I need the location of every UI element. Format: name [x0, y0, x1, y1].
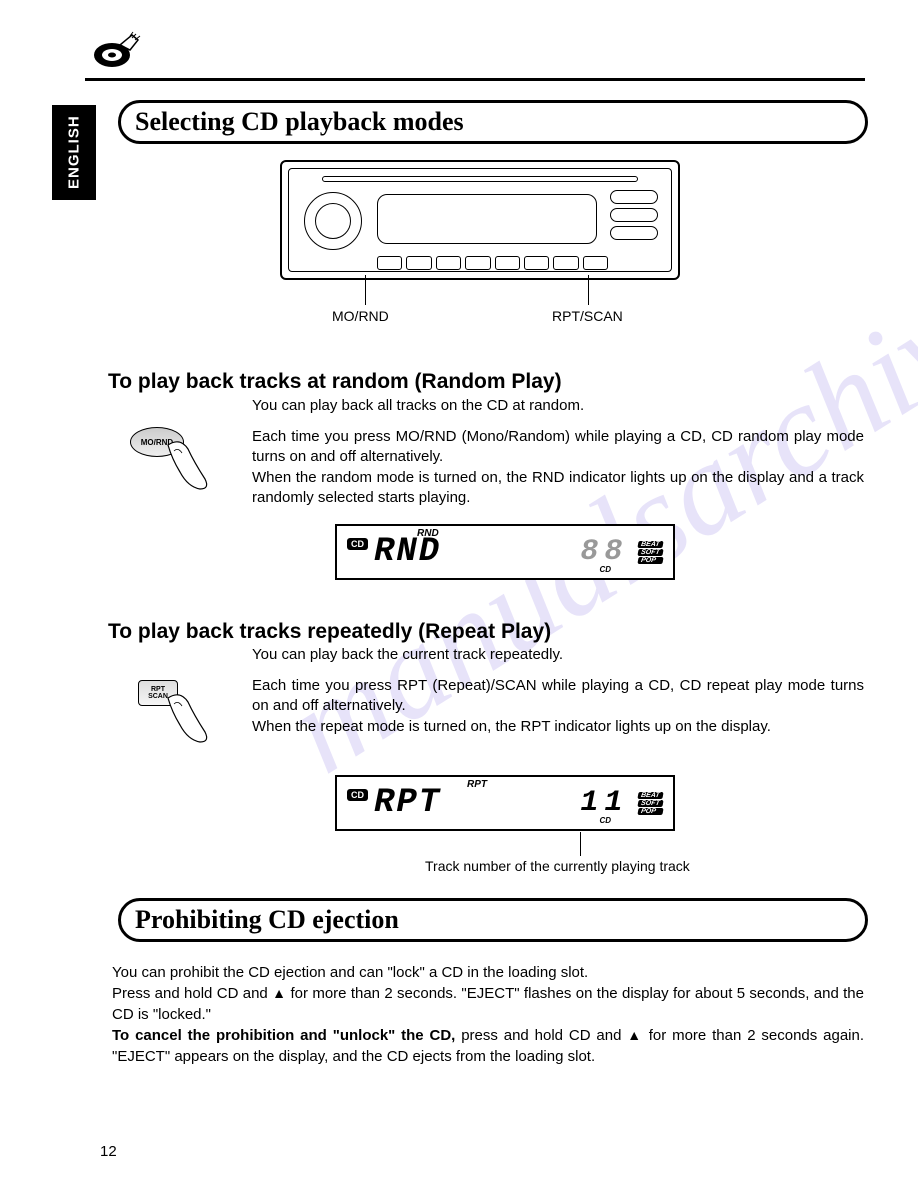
mornd-button-illustration: MO/RND [130, 427, 225, 497]
prohibit-body: You can prohibit the CD ejection and can… [112, 962, 864, 1067]
prohibit-line3-pre: press and hold CD and [455, 1027, 627, 1044]
prohibit-line2-pre: Press and hold CD and [112, 985, 272, 1002]
eject-icon: ▲ [627, 1027, 643, 1043]
finger-icon [160, 690, 215, 745]
finger-icon [160, 437, 215, 492]
subline-random: You can play back all tracks on the CD a… [252, 397, 864, 414]
heading-repeat-play: To play back tracks repeatedly (Repeat P… [108, 620, 551, 644]
section-title-text: Prohibiting CD ejection [135, 905, 851, 935]
diagram-label-mornd: MO/RND [332, 308, 389, 324]
lcd-pill: BEAT [638, 541, 664, 548]
lcd-cd-badge: CD [347, 789, 368, 801]
lcd-caption: Track number of the currently playing tr… [425, 858, 690, 874]
section-title-text: Selecting CD playback modes [135, 107, 851, 137]
eject-icon: ▲ [272, 985, 286, 1001]
caption-pointer [580, 832, 581, 856]
lcd-cds-label: CD [599, 816, 611, 825]
lcd-track-number: 88 [580, 535, 628, 569]
lcd-mode-indicator: RND [417, 528, 439, 539]
para-repeat: Each time you press RPT (Repeat)/SCAN wh… [252, 676, 864, 737]
diagram-label-rptscan: RPT/SCAN [552, 308, 623, 324]
lcd-pill: SOFT [638, 549, 664, 556]
section-title-prohibit-ejection: Prohibiting CD ejection [118, 898, 868, 942]
section-title-playback-modes: Selecting CD playback modes [118, 100, 868, 144]
prohibit-line3-bold: To cancel the prohibition and "unlock" t… [112, 1027, 455, 1044]
header-rule [85, 78, 865, 81]
rptscan-button-illustration: RPT SCAN [130, 680, 225, 750]
lcd-cd-badge: CD [347, 538, 368, 550]
lcd-display-random: CD RND RND 88 CD BEAT SOFT POP [335, 524, 675, 580]
lcd-mode-indicator: RPT [467, 779, 487, 790]
prohibit-line1: You can prohibit the CD ejection and can… [112, 964, 588, 981]
subline-repeat: You can play back the current track repe… [252, 646, 864, 663]
lcd-pill: SOFT [638, 800, 664, 807]
lcd-display-repeat: CD RPT RPT 11 CD BEAT SOFT POP [335, 775, 675, 831]
lcd-track-number: 11 [580, 786, 628, 820]
language-tab: ENGLISH [52, 105, 96, 200]
header-logo-icon [90, 30, 150, 70]
lcd-pill: POP [638, 557, 664, 564]
stereo-diagram: MO/RND RPT/SCAN [270, 160, 690, 280]
page-number: 12 [100, 1143, 117, 1160]
lcd-pill: BEAT [638, 792, 664, 799]
heading-random-play: To play back tracks at random (Random Pl… [108, 370, 562, 394]
lcd-pill: POP [638, 808, 664, 815]
lcd-main-text: RPT [374, 784, 441, 822]
para-random: Each time you press MO/RND (Mono/Random)… [252, 427, 864, 508]
lcd-cds-label: CD [599, 565, 611, 574]
